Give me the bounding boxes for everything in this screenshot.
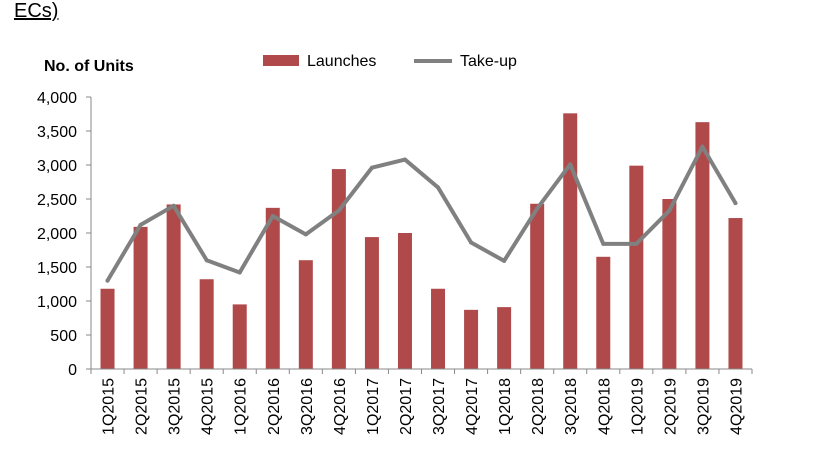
header-fragment: ECs) xyxy=(14,0,59,22)
bar-launches xyxy=(662,199,677,369)
y-tick-label: 0 xyxy=(68,362,77,379)
take-up-point xyxy=(700,144,705,149)
bar-launches xyxy=(265,207,280,369)
x-tick-label: 1Q2019 xyxy=(629,378,646,435)
take-up-line-group xyxy=(105,144,738,283)
x-tick-label: 1Q2018 xyxy=(497,378,514,435)
bar-launches xyxy=(728,218,743,369)
bar-launches xyxy=(497,307,512,369)
x-tick-label: 1Q2016 xyxy=(233,378,250,435)
take-up-line xyxy=(105,144,738,283)
y-tick-label: 3,500 xyxy=(37,124,77,141)
x-tick-label: 4Q2015 xyxy=(200,378,217,435)
bar-launches xyxy=(563,113,578,369)
bar-launches xyxy=(133,226,148,369)
x-tick-label: 4Q2017 xyxy=(464,378,481,435)
x-tick-label: 2Q2015 xyxy=(134,378,151,435)
take-up-point xyxy=(204,258,209,263)
x-tick-label: 2Q2016 xyxy=(266,378,283,435)
take-up-point xyxy=(601,241,606,246)
take-up-point xyxy=(469,240,474,245)
x-tick-label: 2Q2019 xyxy=(662,378,679,435)
legend: Launches Take-up xyxy=(263,53,517,70)
x-tick-label: 2Q2017 xyxy=(398,378,415,435)
bar-launches xyxy=(298,260,313,369)
x-tick-label: 3Q2016 xyxy=(299,378,316,435)
x-tick-label: 3Q2015 xyxy=(167,378,184,435)
take-up-point xyxy=(733,201,738,206)
x-tick-label: 4Q2016 xyxy=(332,378,349,435)
take-up-point xyxy=(502,258,507,263)
take-up-point xyxy=(336,208,341,213)
x-tick-label: 4Q2019 xyxy=(728,378,745,435)
x-tick-label: 3Q2017 xyxy=(431,378,448,435)
bar-launches xyxy=(397,233,412,369)
x-tick-label: 1Q2017 xyxy=(365,378,382,435)
bar-launches xyxy=(629,165,644,369)
take-up-point xyxy=(138,222,143,227)
take-up-point xyxy=(105,278,110,283)
y-axis-label: No. of Units xyxy=(44,58,134,75)
bar-launches xyxy=(530,203,545,369)
take-up-point xyxy=(402,157,407,162)
take-up-point xyxy=(667,208,672,213)
bar-launches xyxy=(100,288,115,369)
bar-launches xyxy=(199,279,214,369)
legend-swatch-launches xyxy=(263,55,299,66)
y-tick-label: 3,000 xyxy=(37,158,77,175)
take-up-point xyxy=(634,241,639,246)
x-tick-label: 1Q2015 xyxy=(101,378,118,435)
take-up-point xyxy=(270,214,275,218)
bar-launches xyxy=(431,288,446,369)
x-tick-label: 3Q2019 xyxy=(695,378,712,435)
y-tick-label: 4,000 xyxy=(37,90,77,107)
take-up-point xyxy=(436,185,441,190)
x-ticks: 1Q2015 2Q2015 3Q2015 4Q2015 1Q2016 2Q2016 3Q20… xyxy=(90,369,753,435)
y-tick-label: 1,000 xyxy=(37,294,77,311)
bar-launches xyxy=(364,237,379,369)
bar-launches xyxy=(695,122,710,369)
x-tick-label: 3Q2018 xyxy=(563,378,580,435)
legend-label-launches: Launches xyxy=(307,53,376,70)
bar-launches xyxy=(232,304,247,369)
y-ticks: 0 500 1,000 1,500 2,000 2,500 3,000 3,500 4,000 xyxy=(37,90,91,379)
bar-launches xyxy=(464,309,479,369)
bar-launches xyxy=(166,204,181,369)
x-tick-label: 4Q2018 xyxy=(596,378,613,435)
y-tick-label: 2,000 xyxy=(37,226,77,243)
take-up-point xyxy=(369,165,374,170)
launches-bars xyxy=(100,113,743,369)
bar-launches xyxy=(596,256,611,369)
take-up-point xyxy=(535,206,540,211)
take-up-point xyxy=(568,162,573,167)
legend-label-take-up: Take-up xyxy=(460,53,517,70)
x-tick-label: 2Q2018 xyxy=(530,378,547,435)
take-up-point xyxy=(303,232,308,237)
y-tick-label: 500 xyxy=(50,328,77,345)
y-tick-label: 2,500 xyxy=(37,192,77,209)
take-up-point xyxy=(237,270,242,275)
y-tick-label: 1,500 xyxy=(37,260,77,277)
take-up-point xyxy=(171,203,176,208)
bar-launches xyxy=(331,169,346,369)
